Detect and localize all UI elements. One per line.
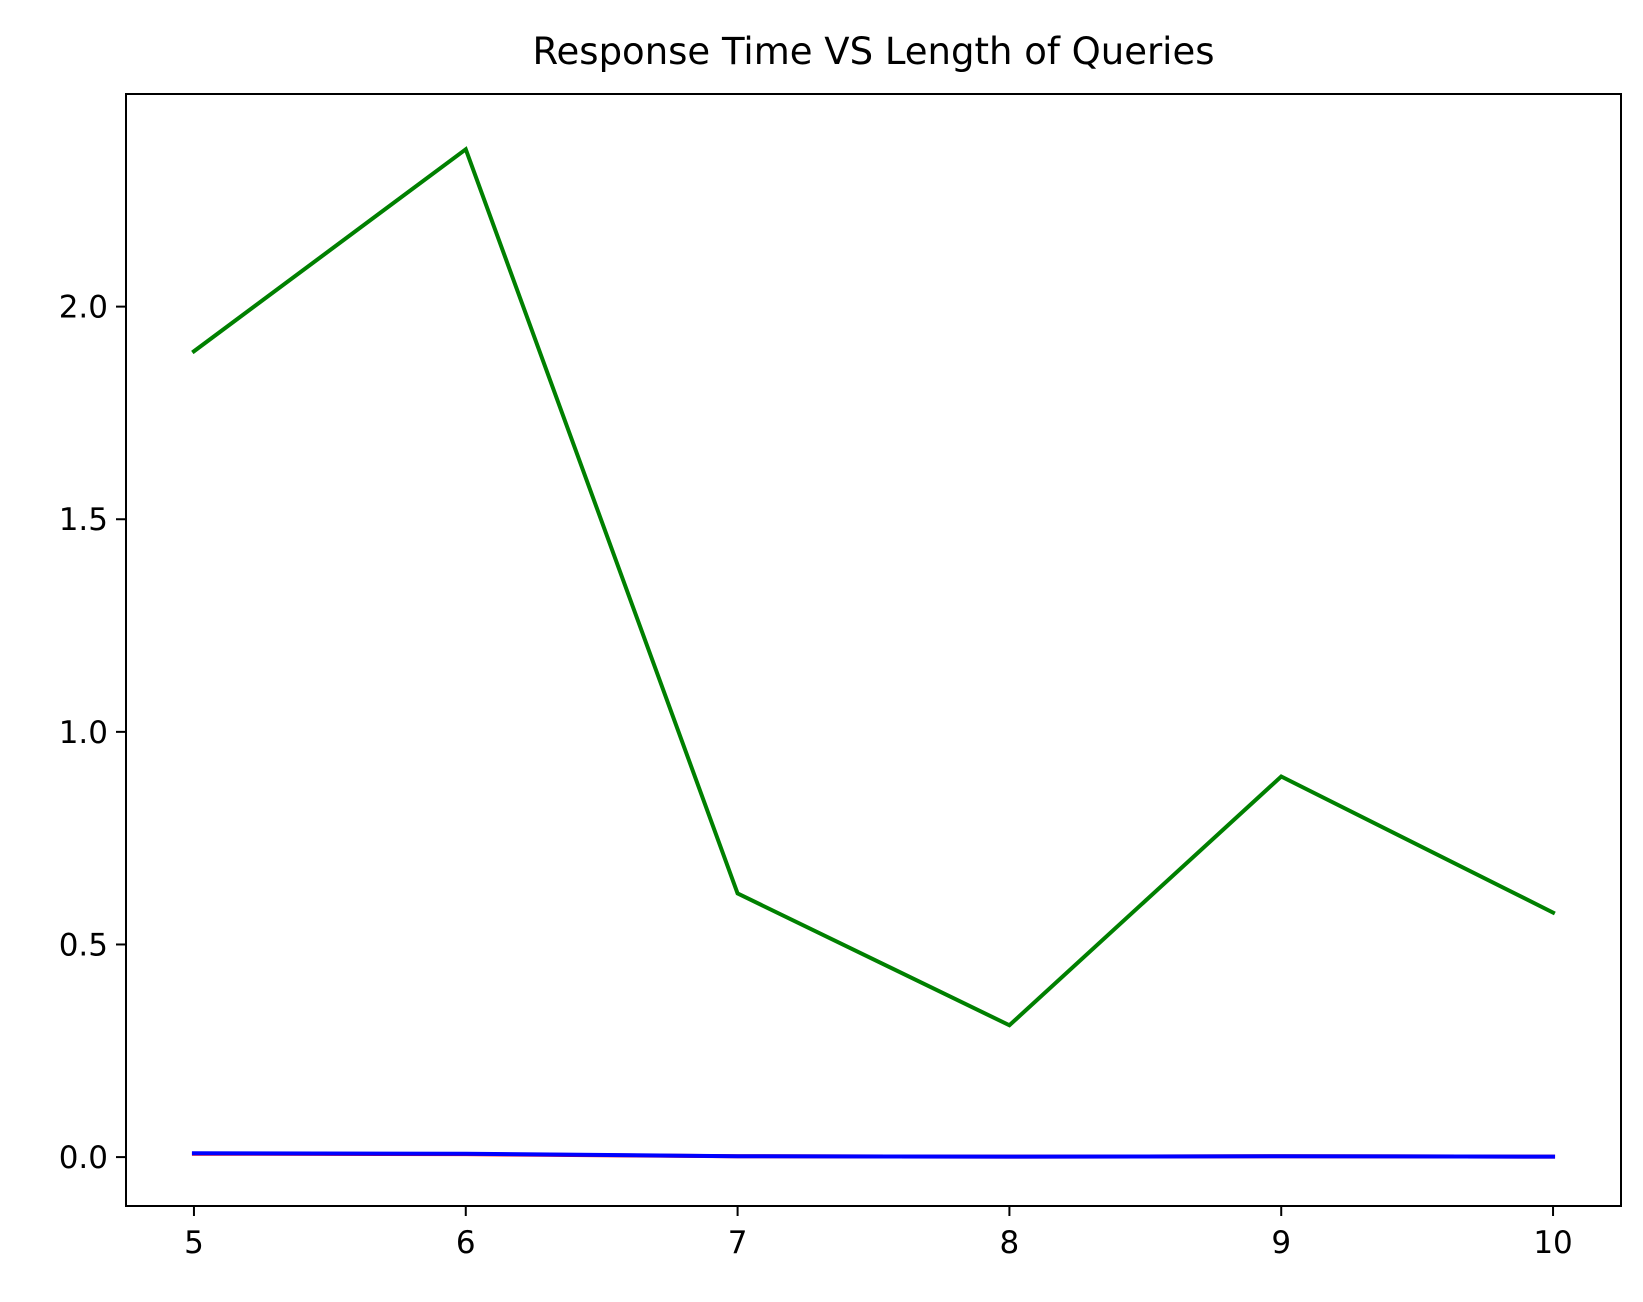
x-tick-label-2: 7 xyxy=(728,1225,748,1261)
x-tick-label-4: 9 xyxy=(1271,1225,1291,1261)
series-line-0 xyxy=(191,146,1556,1028)
x-tick-label-5: 10 xyxy=(1533,1225,1572,1261)
x-tick-label-3: 8 xyxy=(1000,1225,1020,1261)
y-tick-label-4: 2.0 xyxy=(59,290,108,326)
series-line-2 xyxy=(191,1151,1556,1159)
y-tick-label-0: 0.0 xyxy=(59,1140,108,1176)
x-tick-label-0: 5 xyxy=(184,1225,204,1261)
x-tick-label-1: 6 xyxy=(456,1225,476,1261)
axes-layer: 5 6 7 8 9 10 0.0 0.5 1.0 1.5 2.0 xyxy=(59,93,1622,1261)
y-tick-label-1: 0.5 xyxy=(59,927,108,963)
y-tick-label-3: 1.5 xyxy=(59,502,108,538)
chart-title: Response Time VS Length of Queries xyxy=(532,30,1214,73)
plot-frame xyxy=(125,93,1622,1207)
series-layer xyxy=(191,146,1556,1159)
y-tick-label-2: 1.0 xyxy=(59,715,108,751)
